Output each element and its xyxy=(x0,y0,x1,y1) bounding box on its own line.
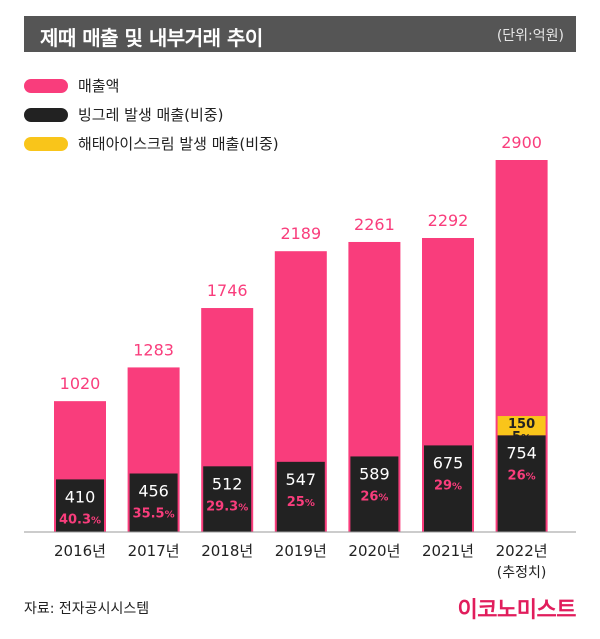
binggrae-value-label: 589 xyxy=(359,464,390,483)
chart-title: 제때 매출 및 내부거래 추이 xyxy=(40,26,263,50)
legend-label-haitai: 해태아이스크림 발생 매출(비중) xyxy=(78,135,279,153)
binggrae-share-label: 26% xyxy=(508,468,536,483)
binggrae-bar xyxy=(129,473,178,532)
x-tick-label: 2020년 xyxy=(348,542,400,560)
binggrae-bar xyxy=(497,435,546,532)
binggrae-share-label: 29.3% xyxy=(206,499,248,514)
sales-value-label: 2292 xyxy=(428,211,469,230)
sales-value-label: 1746 xyxy=(207,281,248,300)
binggrae-value-label: 754 xyxy=(506,443,537,462)
binggrae-bar xyxy=(350,456,399,532)
binggrae-bar xyxy=(203,466,252,532)
binggrae-share-label: 26% xyxy=(360,489,388,504)
brand-logo: 이코노미스트 xyxy=(457,598,577,623)
sales-value-label: 2900 xyxy=(501,133,542,152)
binggrae-share-label: 25% xyxy=(287,495,315,510)
sales-value-label: 2261 xyxy=(354,215,395,234)
binggrae-share-label: 29% xyxy=(434,478,462,493)
binggrae-share-label: 35.5% xyxy=(133,507,175,522)
binggrae-value-label: 512 xyxy=(212,474,243,493)
legend-label-binggrae: 빙그레 발생 매출(비중) xyxy=(78,106,224,124)
chart-header: 제때 매출 및 내부거래 추이 (단위:억원) xyxy=(24,16,576,52)
binggrae-value-label: 410 xyxy=(65,487,96,506)
binggrae-share-label: 40.3% xyxy=(59,512,101,527)
x-tick-label: 2017년 xyxy=(128,542,180,560)
x-tick-label: 2021년 xyxy=(422,542,474,560)
binggrae-value-label: 547 xyxy=(286,470,317,489)
haitai-value-label: 150 xyxy=(508,417,535,432)
legend-label-sales: 매출액 xyxy=(78,77,120,95)
sales-value-label: 1283 xyxy=(133,340,174,359)
binggrae-bar xyxy=(276,461,325,532)
unit-label: (단위:억원) xyxy=(496,28,564,44)
haitai-share-label: 5% xyxy=(512,430,531,445)
haitai-bar xyxy=(497,416,546,436)
binggrae-value-label: 675 xyxy=(433,453,464,472)
source-note: 자료: 전자공시시스템 xyxy=(24,601,150,617)
binggrae-bar xyxy=(424,445,472,532)
legend-swatch-sales xyxy=(24,79,68,93)
binggrae-bar xyxy=(56,479,104,532)
legend-swatch-binggrae xyxy=(24,108,68,122)
sales-value-label: 1020 xyxy=(60,374,101,393)
x-tick-label: 2016년 xyxy=(54,542,106,560)
binggrae-value-label: 456 xyxy=(138,482,169,501)
x-tick-note: (추정치) xyxy=(497,565,547,581)
x-tick-label: 2022년 xyxy=(496,542,548,560)
legend-swatch-haitai xyxy=(24,137,68,151)
sales-value-label: 2189 xyxy=(280,224,321,243)
x-tick-label: 2018년 xyxy=(201,542,253,560)
x-tick-label: 2019년 xyxy=(275,542,327,560)
